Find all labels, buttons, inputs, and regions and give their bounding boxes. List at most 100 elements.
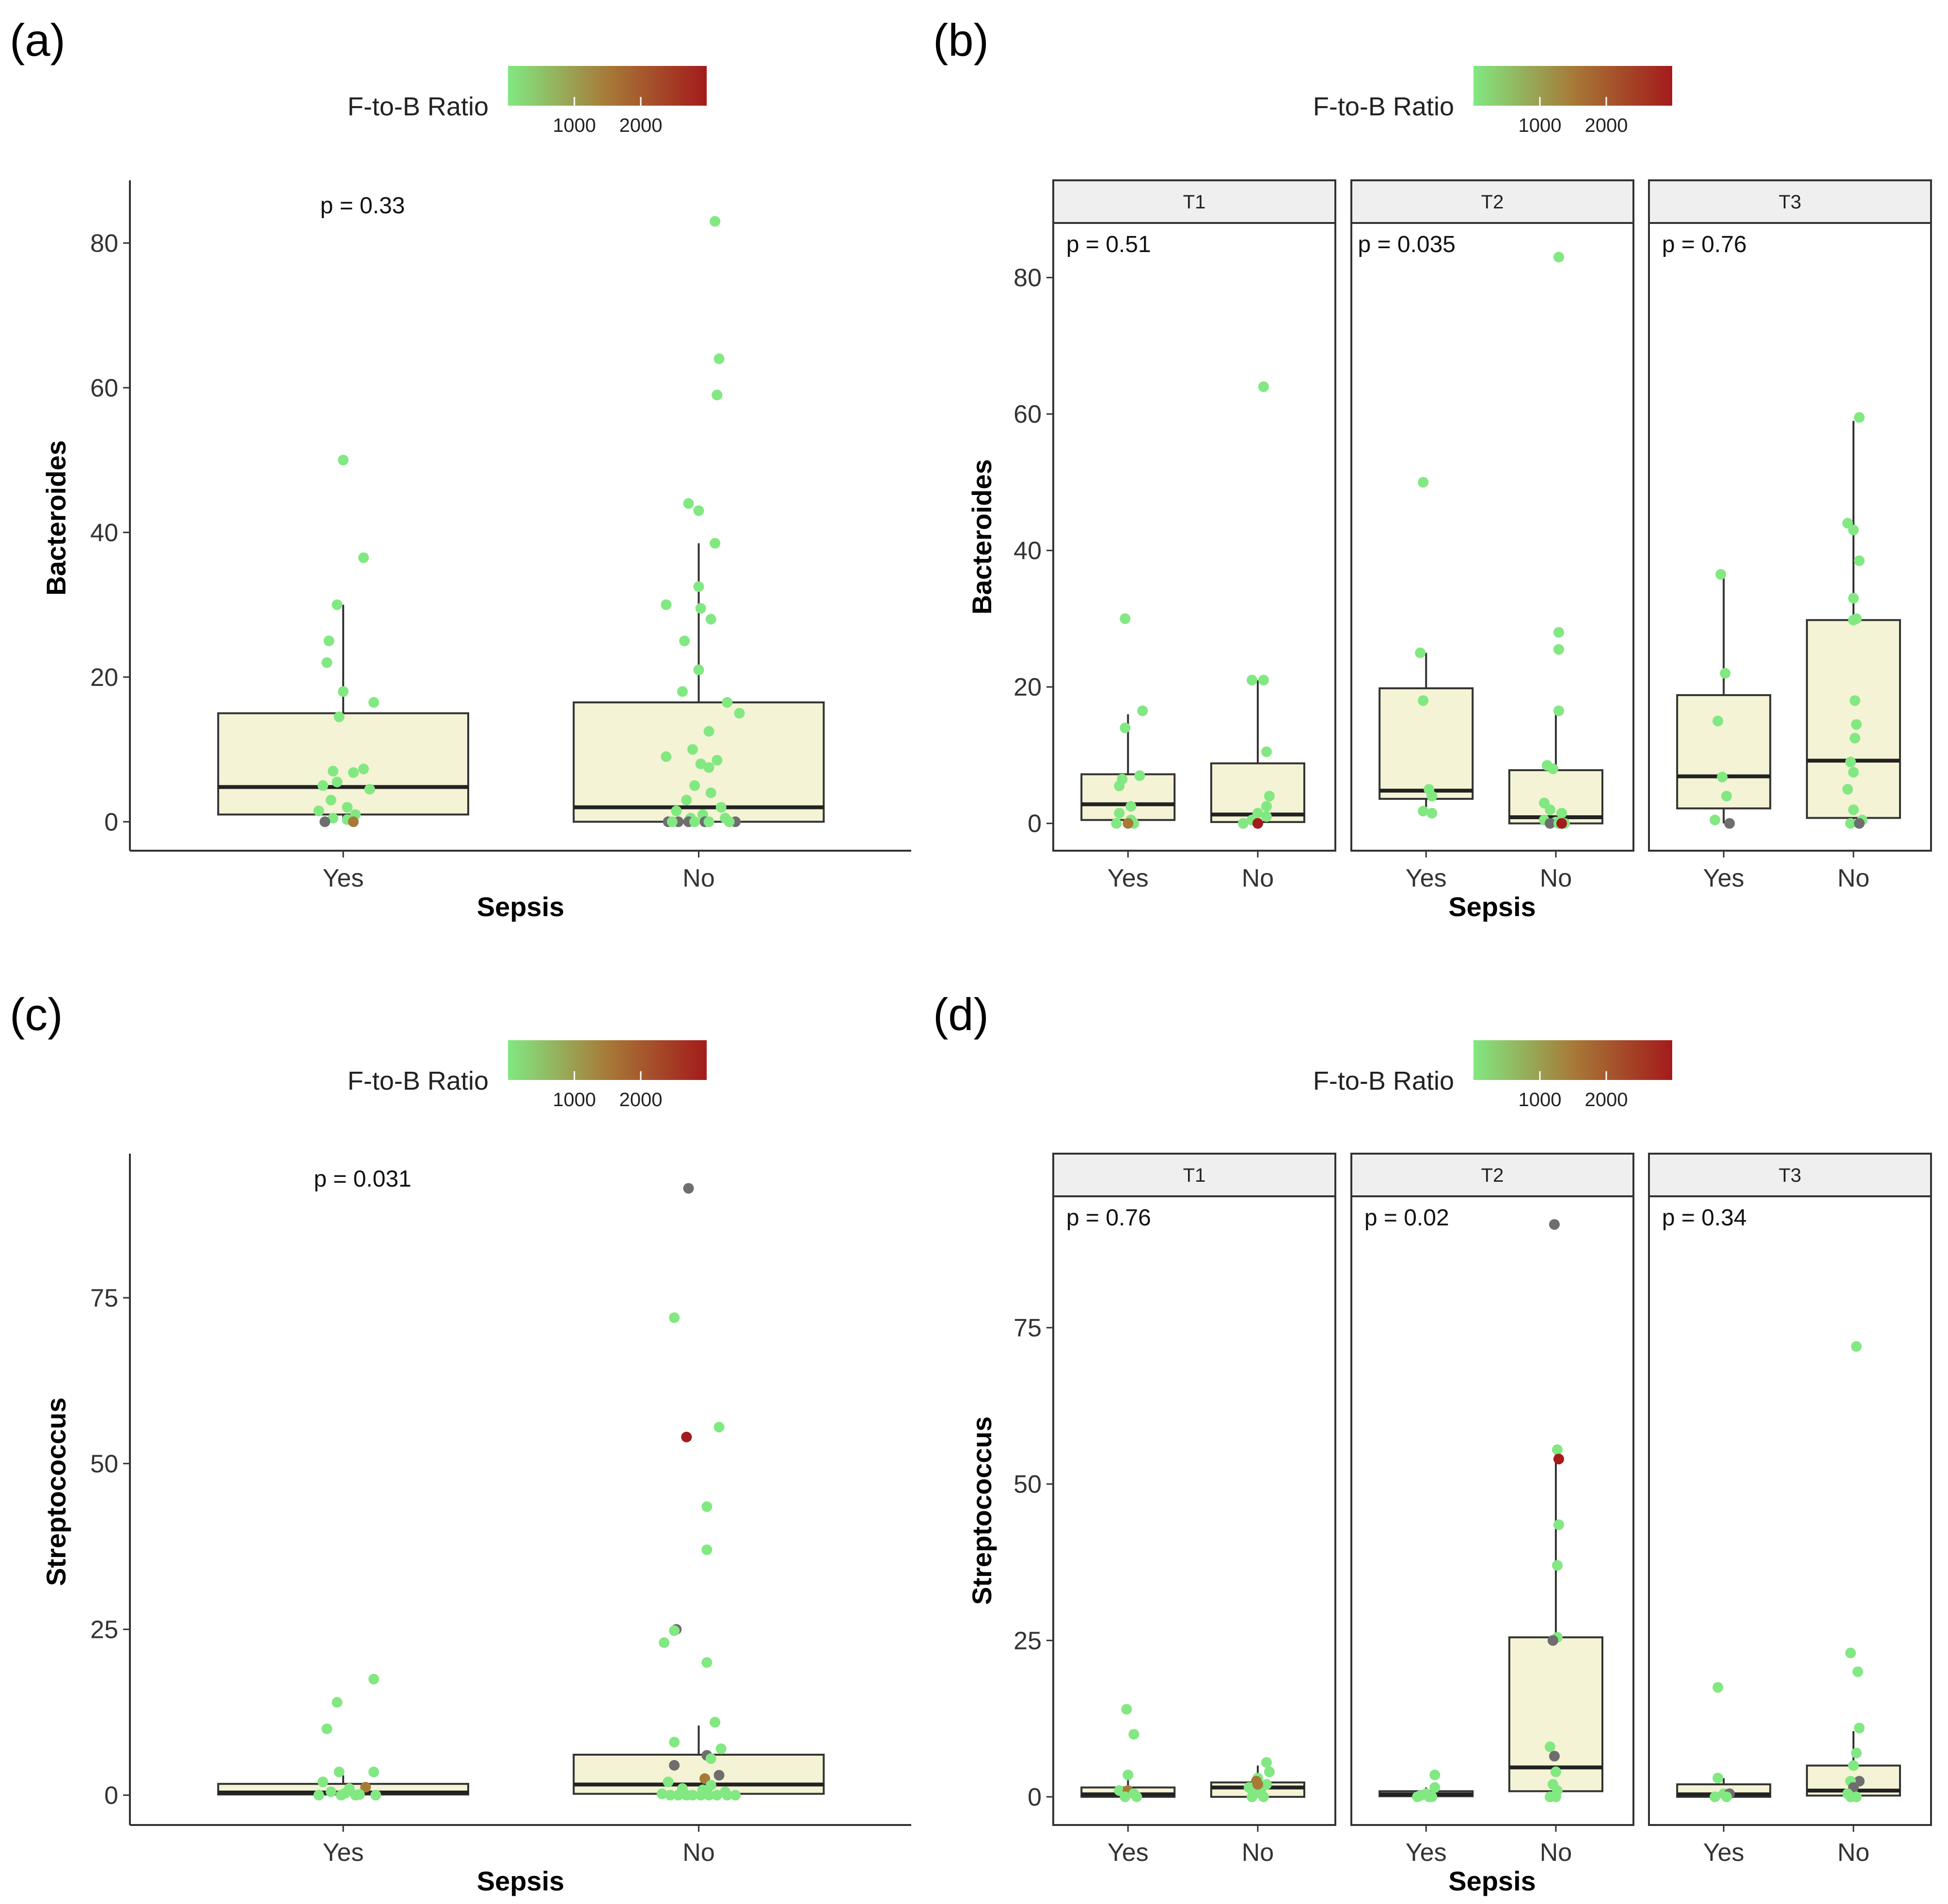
data-point	[1848, 1760, 1859, 1771]
data-point	[368, 1674, 380, 1685]
data-point	[1549, 1219, 1560, 1230]
data-point	[1845, 1791, 1856, 1802]
data-point	[1848, 615, 1859, 626]
data-point	[1852, 1666, 1863, 1677]
data-point	[712, 389, 723, 400]
facet-strip	[1648, 1153, 1932, 1197]
box-iqr	[217, 712, 469, 816]
data-point	[661, 599, 672, 610]
data-point	[1552, 1444, 1563, 1455]
data-point	[313, 805, 324, 816]
data-point	[1553, 705, 1564, 716]
x-tick-label: Yes	[1406, 864, 1447, 892]
data-point	[659, 1637, 670, 1648]
data-point	[687, 744, 698, 755]
data-point	[1715, 569, 1726, 580]
x-tick-label: No	[1540, 1839, 1572, 1867]
data-point	[681, 1431, 692, 1443]
facet-strip	[1350, 179, 1634, 224]
data-point	[1117, 774, 1128, 785]
data-point	[705, 787, 716, 798]
facet-strip-label: T1	[1183, 191, 1206, 213]
y-tick-label: 20	[1014, 673, 1042, 701]
data-point	[325, 794, 336, 806]
x-tick-label: Yes	[323, 1839, 364, 1867]
data-point	[1547, 763, 1558, 775]
legend-colorbar	[1473, 1040, 1672, 1080]
group-no: No	[1210, 381, 1305, 892]
p-value: p = 0.02	[1364, 1205, 1449, 1231]
legend-tick-label: 1000	[553, 1089, 596, 1111]
data-point	[1424, 1791, 1435, 1802]
facet-T2: T2 p = 0.035 Yes No	[1350, 179, 1634, 892]
box-iqr	[1378, 687, 1474, 800]
facet-border	[1052, 222, 1336, 852]
facet-T2: T2 p = 0.02 Yes No	[1350, 1153, 1634, 1867]
data-point	[1237, 818, 1249, 829]
data-point	[669, 1625, 680, 1636]
data-point	[368, 1766, 380, 1777]
p-value: p = 0.34	[1662, 1205, 1747, 1231]
x-tick-label: No	[1242, 1839, 1274, 1867]
data-point	[1544, 804, 1555, 815]
legend-colorbar	[508, 1040, 707, 1080]
data-point	[1264, 791, 1275, 802]
data-point	[1851, 719, 1862, 730]
data-point	[360, 1782, 371, 1793]
legend-title: F-to-B Ratio	[1313, 1066, 1454, 1095]
x-tick-label: No	[1837, 864, 1869, 892]
data-point	[703, 726, 714, 737]
panel-d: (d) F-to-B Ratio 1000 2000 0 25 50 75 Streptococ…	[933, 989, 1932, 1896]
p-value: p = 0.031	[314, 1166, 412, 1192]
data-point	[656, 1788, 667, 1799]
facet-T1: T1 p = 0.76 Yes No	[1052, 1153, 1336, 1867]
data-point	[1553, 252, 1564, 263]
legend-tick-label: 1000	[1519, 1089, 1562, 1111]
data-point	[1712, 715, 1724, 727]
y-tick-label: 40	[90, 519, 118, 547]
panel-label: (a)	[10, 15, 65, 65]
data-point	[1252, 1779, 1263, 1790]
data-point	[1845, 757, 1856, 768]
y-tick-label: 80	[90, 229, 118, 257]
data-point	[1849, 695, 1860, 706]
y-tick-label: 75	[1014, 1314, 1042, 1342]
legend-colorbar	[508, 66, 707, 106]
data-point	[671, 805, 682, 816]
data-point	[669, 1760, 680, 1771]
y-axis-title: Bacteroides	[966, 459, 997, 615]
data-point	[1851, 1341, 1862, 1352]
x-tick-label: Yes	[323, 864, 364, 892]
group-yes: Yes	[1676, 1682, 1772, 1867]
facet-strip	[1648, 179, 1932, 224]
x-axis-title: Sepsis	[477, 1866, 565, 1896]
data-point	[713, 1422, 725, 1433]
y-tick-label: 75	[90, 1284, 118, 1312]
data-point	[1426, 791, 1438, 802]
data-point	[342, 802, 353, 813]
data-point	[669, 1312, 680, 1323]
data-point	[338, 455, 349, 466]
data-point	[1712, 1773, 1724, 1784]
data-point	[1556, 818, 1567, 829]
data-point	[1845, 1648, 1856, 1659]
data-point	[317, 780, 329, 791]
data-point	[1418, 476, 1429, 488]
data-point	[1549, 1751, 1560, 1762]
data-point	[683, 498, 694, 509]
group-yes: Yes	[1378, 1769, 1474, 1867]
data-point	[705, 614, 716, 625]
y-tick-label: 50	[1014, 1471, 1042, 1499]
x-tick-label: Yes	[1703, 1839, 1744, 1867]
box-iqr	[1080, 773, 1176, 821]
x-tick-label: No	[682, 1839, 714, 1867]
data-point	[689, 816, 700, 827]
data-point	[313, 1790, 324, 1801]
legend: F-to-B Ratio 1000 2000	[1313, 66, 1672, 136]
legend: F-to-B Ratio 1000 2000	[348, 1040, 707, 1111]
facet-strip	[1350, 1153, 1634, 1197]
data-point	[1848, 524, 1859, 536]
x-tick-label: Yes	[1108, 1839, 1149, 1867]
facet-border	[1052, 1195, 1336, 1826]
